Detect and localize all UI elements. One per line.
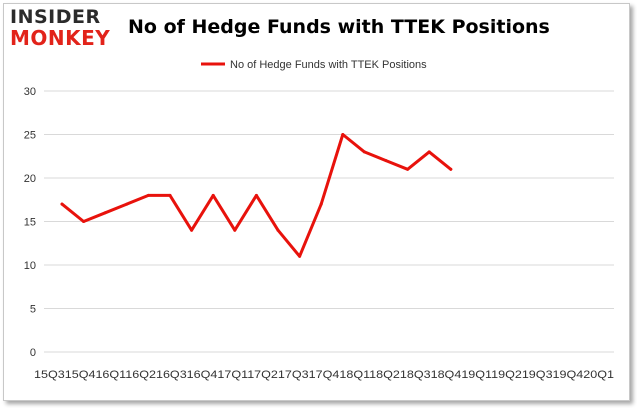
y-axis-ticks: 0 5 10 15 20 25 30 (24, 86, 36, 359)
data-point-19Q4 (427, 150, 431, 154)
y-tick-label-30: 30 (24, 86, 36, 98)
data-point-16Q4 (168, 193, 172, 197)
legend-label: No of Hedge Funds with TTEK Positions (230, 59, 427, 71)
y-tick-label-5: 5 (30, 304, 36, 316)
gridlines (44, 90, 614, 353)
y-tick-label-0: 0 (30, 347, 36, 359)
data-point-17Q3 (233, 228, 237, 232)
data-point-16Q1 (103, 211, 107, 215)
logo-line-1: INSIDER (10, 6, 101, 28)
data-point-18Q2 (298, 254, 302, 258)
data-point-15Q4 (82, 220, 86, 223)
data-point-17Q4 (254, 193, 258, 197)
y-tick-label-15: 15 (24, 217, 36, 229)
data-point-16Q3 (146, 193, 150, 197)
data-point-18Q3 (319, 202, 323, 206)
data-point-20Q1 (449, 167, 453, 171)
data-point-18Q1 (276, 228, 280, 232)
data-point-18Q4 (341, 133, 345, 136)
y-tick-label-20: 20 (24, 173, 36, 185)
legend: No of Hedge Funds with TTEK Positions (201, 59, 427, 71)
x-axis-tick-labels: 15Q315Q416Q116Q216Q316Q417Q117Q217Q317Q4… (34, 369, 614, 381)
data-point-17Q2 (211, 193, 215, 197)
chart-frame (3, 3, 630, 401)
y-tick-label-10: 10 (24, 260, 36, 272)
data-point-19Q1 (362, 150, 366, 154)
chart-title: No of Hedge Funds with TTEK Positions (128, 16, 550, 38)
logo-line-2: MONKEY (10, 26, 111, 50)
data-point-17Q1 (190, 228, 194, 232)
data-point-16Q2 (125, 202, 129, 206)
series-group (60, 133, 453, 258)
insider-monkey-logo: INSIDER MONKEY (10, 6, 118, 50)
data-point-19Q3 (406, 167, 410, 171)
y-tick-label-25: 25 (24, 130, 36, 142)
data-point-15Q3 (60, 202, 64, 206)
data-point-19Q2 (384, 159, 388, 163)
